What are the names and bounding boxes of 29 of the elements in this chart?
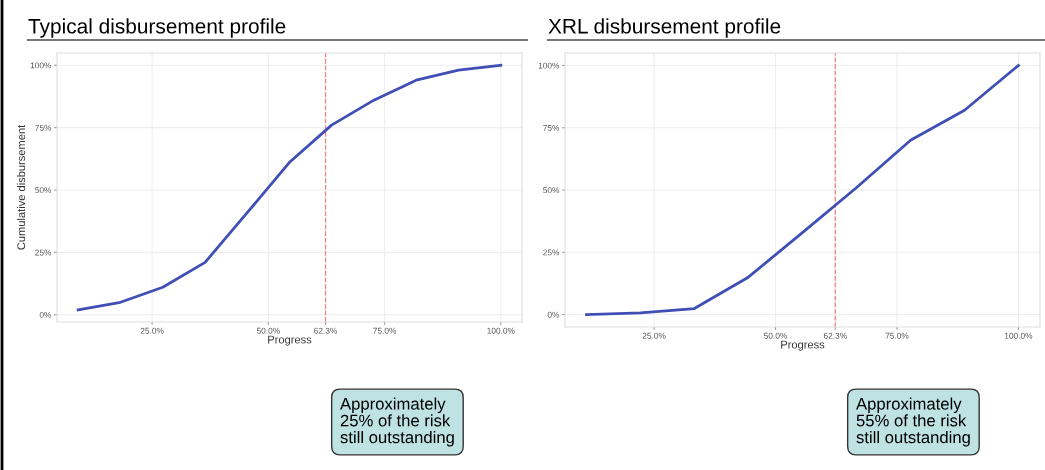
x-tick-label: 75.0% bbox=[373, 327, 397, 334]
x-tick-label: 100.0% bbox=[487, 327, 515, 334]
x-tick-label: 25.0% bbox=[642, 332, 666, 339]
x-tick-label: 62.3% bbox=[823, 332, 847, 339]
x-tick-label: 50.0% bbox=[764, 332, 788, 339]
text: Approximately 55% of the risk still outstanding bbox=[856, 397, 970, 447]
x-tick-label: 62.3% bbox=[314, 327, 338, 334]
x-axis-title: Progress bbox=[268, 335, 312, 346]
line-series bbox=[585, 64, 1020, 316]
y-tick-label: 50% bbox=[543, 187, 560, 194]
y-tick-label: 0% bbox=[547, 311, 560, 318]
x-axis-title: Progress bbox=[781, 340, 825, 351]
line-series bbox=[76, 63, 503, 312]
y-tick-label: 100% bbox=[30, 62, 52, 69]
x-tick-label: 25.0% bbox=[140, 327, 164, 334]
chart-title: XRL disbursement profile bbox=[548, 18, 781, 38]
y-tick-label: 25% bbox=[35, 249, 52, 256]
y-tick-label: 75% bbox=[543, 124, 560, 131]
x-tick-label: 100.0% bbox=[1004, 332, 1033, 339]
y-tick-label: 75% bbox=[35, 124, 52, 131]
y-axis-title: Cumulative disbursement bbox=[17, 124, 26, 250]
chart-title: Typical disbursement profile bbox=[28, 18, 286, 38]
y-tick-label: 25% bbox=[543, 249, 560, 256]
y-tick-label: 50% bbox=[35, 187, 52, 194]
text: Approximately 25% of the risk still outstanding bbox=[340, 397, 454, 447]
x-tick-label: 50.0% bbox=[256, 327, 280, 334]
x-tick-label: 75.0% bbox=[885, 332, 909, 339]
y-tick-label: 0% bbox=[39, 311, 52, 318]
y-tick-label: 100% bbox=[538, 62, 560, 69]
